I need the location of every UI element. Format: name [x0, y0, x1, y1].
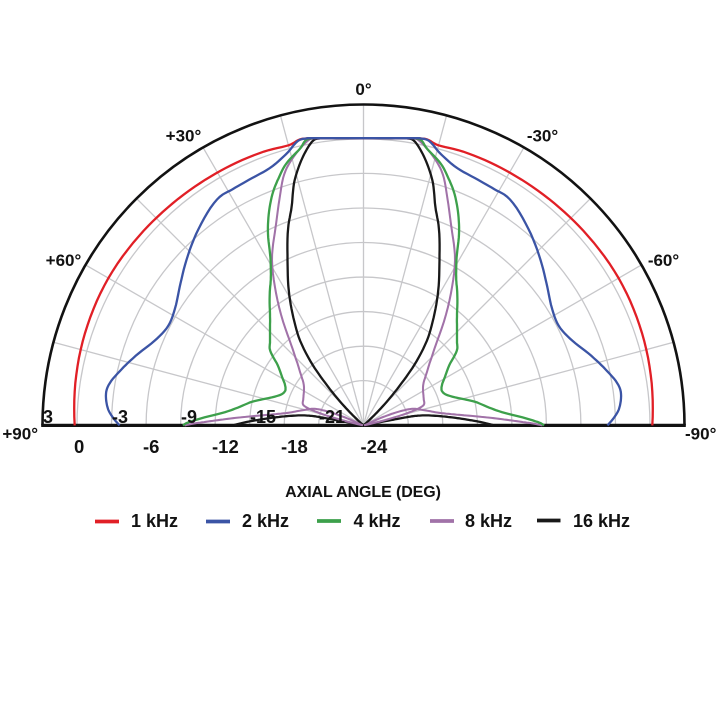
svg-text:2 kHz: 2 kHz: [242, 511, 289, 531]
svg-text:-15: -15: [250, 407, 276, 427]
svg-text:-90°: -90°: [685, 425, 717, 444]
svg-text:-9: -9: [181, 407, 197, 427]
svg-text:8 kHz: 8 kHz: [465, 511, 512, 531]
svg-text:-21: -21: [319, 407, 345, 427]
svg-text:-30°: -30°: [527, 127, 559, 146]
svg-text:0°: 0°: [355, 80, 371, 99]
svg-text:+60°: +60°: [46, 251, 82, 270]
svg-text:3: 3: [43, 407, 53, 427]
svg-text:-24: -24: [361, 436, 388, 457]
svg-text:16 kHz: 16 kHz: [573, 511, 630, 531]
svg-text:+90°: +90°: [2, 425, 38, 444]
svg-text:1 kHz: 1 kHz: [131, 511, 178, 531]
svg-text:AXIAL ANGLE (DEG): AXIAL ANGLE (DEG): [285, 484, 441, 501]
svg-text:-60°: -60°: [648, 251, 680, 270]
svg-text:-6: -6: [143, 436, 159, 457]
svg-text:4 kHz: 4 kHz: [354, 511, 401, 531]
svg-text:+30°: +30°: [166, 127, 202, 146]
svg-text:0: 0: [74, 436, 84, 457]
svg-text:-18: -18: [281, 436, 308, 457]
svg-text:-12: -12: [212, 436, 239, 457]
svg-text:-3: -3: [112, 407, 128, 427]
